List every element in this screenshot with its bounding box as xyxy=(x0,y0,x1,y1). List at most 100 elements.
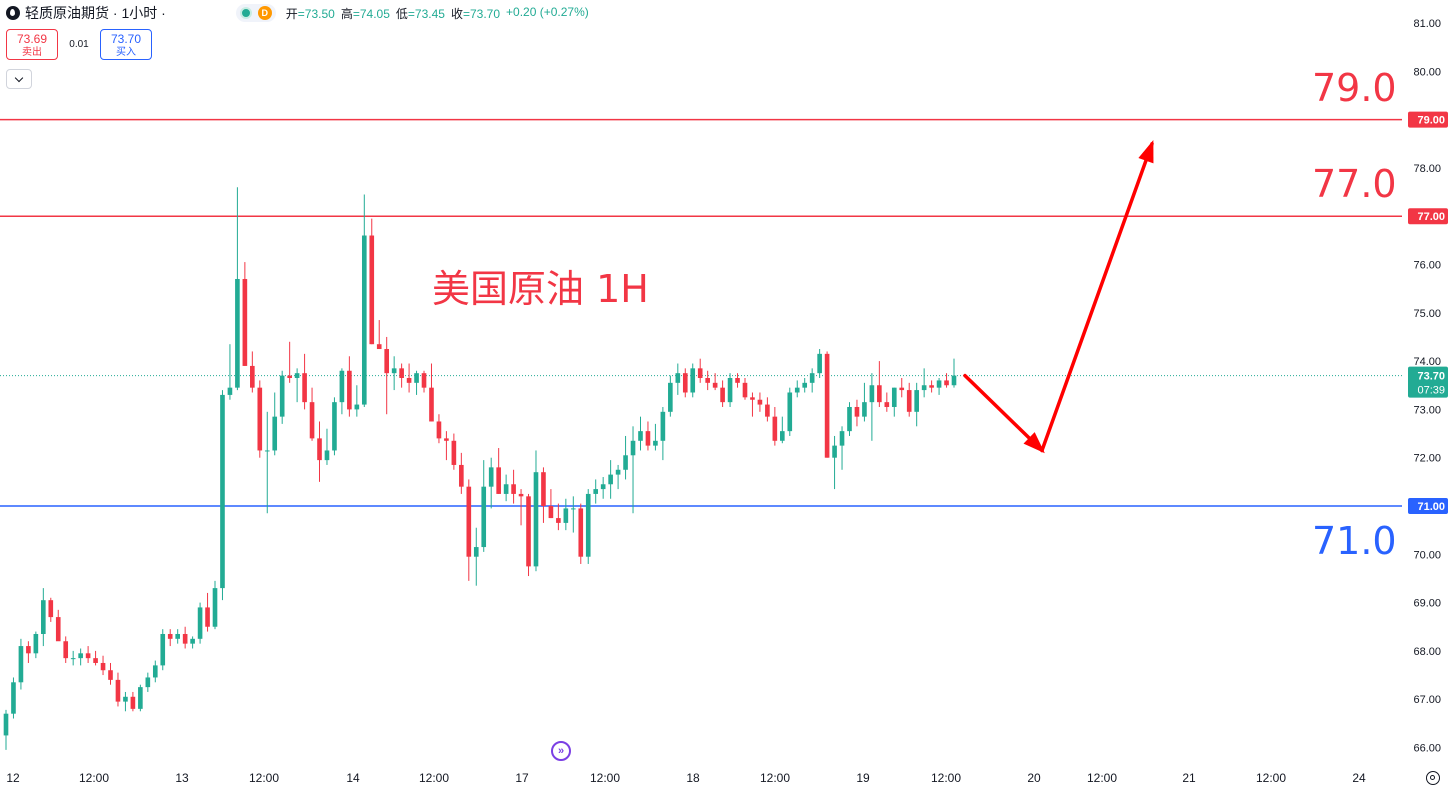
candle-body xyxy=(152,665,158,678)
candle xyxy=(481,460,487,552)
candle-body xyxy=(899,387,905,391)
low-label: 低 xyxy=(395,6,408,21)
candle xyxy=(272,392,278,456)
candle xyxy=(787,387,793,436)
collapse-legend-button[interactable] xyxy=(6,69,32,89)
candle xyxy=(33,631,39,659)
level-77-text[interactable]: 77.0 xyxy=(1312,162,1397,206)
candlestick-series xyxy=(3,187,957,750)
candle xyxy=(391,356,397,391)
candle-body xyxy=(518,493,524,497)
candle xyxy=(570,496,576,533)
candle xyxy=(93,650,98,666)
sell-button[interactable]: 73.69 卖出 xyxy=(6,29,58,60)
candle-body xyxy=(302,373,307,403)
candle-body xyxy=(600,484,606,490)
candle-body xyxy=(429,387,434,422)
price-axis[interactable]: 81.00 80.00 79.00 78.00 77.00 76.00 75.00 74.00… xyxy=(1408,18,1448,755)
candle xyxy=(488,457,494,509)
candle xyxy=(182,626,188,649)
candle-body xyxy=(175,633,180,639)
candle xyxy=(376,320,382,350)
sell-price: 73.69 xyxy=(16,32,48,46)
candle xyxy=(339,368,345,415)
x-tick-label: 12:00 xyxy=(760,771,790,785)
candle-body xyxy=(668,382,673,412)
market-status[interactable]: D xyxy=(235,4,276,22)
candle xyxy=(518,489,524,526)
candle-body xyxy=(212,588,218,627)
candle xyxy=(369,218,375,345)
high-value: =74.05 xyxy=(352,6,390,21)
candle xyxy=(70,650,76,666)
candle-body xyxy=(451,440,457,465)
candle xyxy=(817,349,822,379)
candle-body xyxy=(884,402,890,407)
candle xyxy=(26,641,31,663)
candle xyxy=(160,629,166,671)
symbol-title[interactable]: 轻质原油期货 · 1小时 · xyxy=(25,5,166,21)
candle xyxy=(347,356,352,417)
candle-body xyxy=(444,438,449,441)
candle xyxy=(877,361,882,407)
candle-body xyxy=(18,646,24,683)
candle-body xyxy=(615,469,621,475)
replay-icon[interactable]: » xyxy=(551,741,571,761)
candle xyxy=(809,368,815,393)
candle-body xyxy=(339,370,345,403)
candle-body xyxy=(384,349,390,374)
candle-body xyxy=(369,235,375,345)
x-tick-label: 12:00 xyxy=(79,771,109,785)
candle-body xyxy=(205,607,210,627)
chart-annotation[interactable]: 美国原油 1H xyxy=(432,267,649,311)
candle xyxy=(503,474,509,502)
candle-body xyxy=(160,633,166,666)
candle-body xyxy=(891,387,897,407)
candle-body xyxy=(750,397,755,400)
settings-gear-icon[interactable] xyxy=(1426,771,1440,785)
candle-body xyxy=(227,387,233,395)
candle-body xyxy=(802,382,808,388)
candle xyxy=(891,387,897,417)
candle-body xyxy=(824,353,830,458)
candle-body xyxy=(294,373,300,379)
level-71-text[interactable]: 71.0 xyxy=(1312,519,1397,563)
candle xyxy=(414,370,419,395)
candle xyxy=(55,609,61,642)
candle xyxy=(324,428,330,465)
candle xyxy=(496,448,501,494)
candle-body xyxy=(287,375,292,379)
candle xyxy=(526,493,531,577)
candle-body xyxy=(675,373,681,383)
candle xyxy=(720,380,725,407)
candle xyxy=(18,638,24,690)
y-tick-label: 68.00 xyxy=(1413,646,1441,658)
candle xyxy=(384,336,390,415)
time-axis[interactable]: 12 12:00 13 12:00 14 12:00 17 12:00 18 12:00 19 12:… xyxy=(6,771,1366,785)
candle xyxy=(152,660,158,683)
candle-body xyxy=(279,375,285,417)
candle-body xyxy=(317,438,322,461)
level-79-text[interactable]: 79.0 xyxy=(1312,66,1397,110)
candle xyxy=(832,435,837,490)
candle-body xyxy=(541,472,546,506)
candle-body xyxy=(735,378,740,383)
oil-drop-icon xyxy=(6,6,20,20)
low-value: =73.45 xyxy=(407,6,445,21)
candle-body xyxy=(660,411,666,441)
buy-button[interactable]: 73.70 买入 xyxy=(100,29,152,60)
arrow-head xyxy=(1138,139,1154,164)
candle xyxy=(839,426,845,470)
candle xyxy=(735,373,740,388)
candle xyxy=(279,370,285,424)
candle-body xyxy=(26,646,31,654)
candle-body xyxy=(780,431,785,441)
level-axis-tag xyxy=(1408,111,1448,128)
level-axis-label: 77.00 xyxy=(1417,211,1445,223)
candle-body xyxy=(809,373,815,383)
x-tick-label: 20 xyxy=(1027,771,1041,785)
candle xyxy=(645,421,651,451)
trade-panel: 73.69 卖出 0.01 73.70 买入 xyxy=(6,29,152,60)
candle-body xyxy=(115,679,121,702)
